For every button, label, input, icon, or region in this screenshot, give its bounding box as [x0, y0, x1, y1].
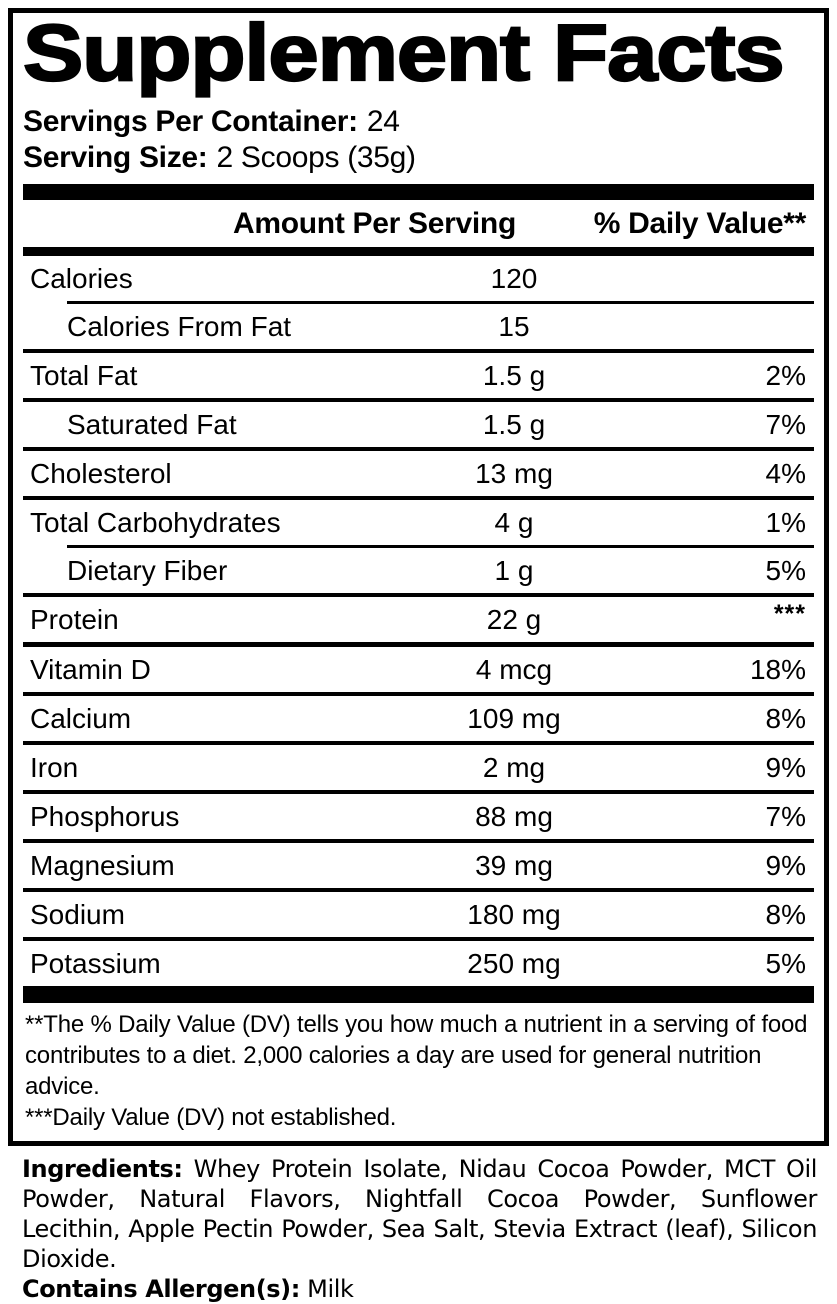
- nutrient-amount: 13 mg: [475, 457, 553, 489]
- serving-size: Serving Size: 2 Scoops (35g): [23, 140, 814, 176]
- ingredients-list: Whey Protein Isolate, Nidau Cocoa Powder…: [22, 1155, 817, 1274]
- nutrient-amount: 88 mg: [475, 800, 553, 832]
- nutrient-amount: 180 mg: [467, 898, 561, 930]
- nutrient-amount: 22 g: [486, 603, 542, 635]
- ingredients-section: Ingredients: Whey Protein Isolate, Nidau…: [22, 1154, 817, 1304]
- nutrient-row: Iron 2 mg 9%: [23, 745, 814, 790]
- nutrient-amount: 4 g: [494, 506, 534, 538]
- supplement-facts-panel: Supplement Facts Servings Per Container:…: [8, 8, 829, 1147]
- nutrient-amount: 250 mg: [467, 947, 561, 979]
- row-separator: [23, 888, 814, 893]
- nutrient-amount: 1.5 g: [482, 408, 546, 440]
- allergen-label: Contains Allergen(s):: [22, 1275, 300, 1304]
- nutrient-amount: 15: [498, 310, 530, 342]
- daily-value-footnote: **The % Daily Value (DV) tells you how m…: [25, 1011, 808, 1101]
- dv-not-established-footnote: ***Daily Value (DV) not established.: [25, 1104, 397, 1132]
- nutrient-row: Phosphorus 88 mg 7%: [23, 794, 814, 839]
- nutrient-row: Dietary Fiber 1 g 5%: [23, 548, 814, 593]
- nutrient-name: Total Fat: [30, 359, 138, 391]
- nutrient-row: Saturated Fat 1.5 g 7%: [23, 402, 814, 447]
- nutrient-daily-value: ***: [773, 600, 806, 629]
- servings-per-container: Servings Per Container: 24: [23, 104, 814, 140]
- nutrient-row: Vitamin D 4 mcg 18%: [23, 647, 814, 692]
- nutrient-name: Dietary Fiber: [67, 554, 228, 586]
- nutrient-row: Total Fat 1.5 g 2%: [23, 353, 814, 398]
- row-separator: [67, 545, 814, 549]
- row-separator: [23, 741, 814, 746]
- nutrient-amount: 2 mg: [482, 751, 546, 783]
- panel-title: Supplement Facts: [22, 8, 786, 97]
- header-underline: [23, 247, 814, 257]
- row-separator: [23, 937, 814, 942]
- row-separator: [23, 692, 814, 697]
- nutrient-daily-value: 5%: [765, 947, 806, 979]
- nutrient-amount: 39 mg: [475, 849, 553, 881]
- nutrient-row: Calcium 109 mg 8%: [23, 696, 814, 741]
- nutrient-row: Calories 120: [23, 256, 814, 301]
- nutrient-name: Calories From Fat: [67, 310, 292, 342]
- column-header-amount: Amount Per Serving: [233, 206, 516, 240]
- row-separator: [23, 642, 814, 648]
- nutrient-name: Total Carbohydrates: [30, 506, 281, 538]
- footnotes: **The % Daily Value (DV) tells you how m…: [23, 1003, 814, 1141]
- nutrient-name: Cholesterol: [30, 457, 172, 489]
- ingredients-label: Ingredients:: [22, 1155, 183, 1184]
- nutrient-amount: 4 mcg: [475, 653, 553, 685]
- table-header-row: Amount Per Serving % Daily Value**: [23, 200, 814, 247]
- column-header-daily-value: % Daily Value**: [593, 206, 807, 240]
- nutrient-row: Total Carbohydrates 4 g 1%: [23, 500, 814, 545]
- nutrient-daily-value: 4%: [765, 457, 806, 489]
- nutrient-table: Calories 120 Calories From Fat 15 Total …: [23, 256, 814, 986]
- nutrient-row: Cholesterol 13 mg 4%: [23, 451, 814, 496]
- nutrient-daily-value: 7%: [765, 800, 806, 832]
- ingredients-paragraph: Ingredients: Whey Protein Isolate, Nidau…: [22, 1154, 817, 1274]
- nutrient-name: Magnesium: [30, 849, 175, 881]
- nutrient-daily-value: 8%: [765, 702, 806, 734]
- nutrient-name: Saturated Fat: [67, 408, 237, 440]
- nutrient-name: Iron: [30, 751, 79, 783]
- servings-per-container-label: Servings Per Container:: [23, 105, 358, 139]
- nutrient-amount: 120: [490, 262, 538, 294]
- row-separator: [23, 496, 814, 501]
- nutrient-name: Sodium: [30, 898, 125, 930]
- serving-size-value: 2 Scoops (35g): [216, 141, 417, 175]
- nutrient-name: Potassium: [30, 947, 161, 979]
- nutrient-name: Calcium: [30, 702, 132, 734]
- nutrient-row: Sodium 180 mg 8%: [23, 892, 814, 937]
- allergen-paragraph: Contains Allergen(s): Milk: [22, 1274, 817, 1304]
- nutrient-daily-value: 2%: [765, 359, 806, 391]
- divider-bar-bottom: [23, 986, 814, 1004]
- row-separator: [23, 447, 814, 452]
- nutrient-amount: 1 g: [494, 554, 534, 586]
- nutrient-name: Phosphorus: [30, 800, 180, 832]
- nutrient-daily-value: 9%: [765, 751, 806, 783]
- nutrient-row: Magnesium 39 mg 9%: [23, 843, 814, 888]
- servings-per-container-value: 24: [366, 105, 400, 139]
- nutrient-daily-value: 7%: [765, 408, 806, 440]
- nutrient-name: Calories: [30, 262, 133, 294]
- allergen-value: Milk: [307, 1275, 354, 1304]
- divider-bar-top: [23, 184, 814, 201]
- row-separator: [23, 790, 814, 795]
- nutrient-row: Potassium 250 mg 5%: [23, 941, 814, 986]
- nutrient-row: Calories From Fat 15: [23, 304, 814, 349]
- serving-size-label: Serving Size:: [23, 141, 208, 175]
- row-separator: [23, 398, 814, 403]
- row-separator: [23, 593, 814, 598]
- nutrient-row: Protein 22 g ***: [23, 597, 814, 642]
- nutrient-amount: 1.5 g: [482, 359, 546, 391]
- nutrient-name: Vitamin D: [30, 653, 151, 685]
- row-separator: [67, 301, 814, 305]
- nutrient-daily-value: 18%: [749, 653, 806, 685]
- nutrient-daily-value: 9%: [765, 849, 806, 881]
- nutrient-name: Protein: [30, 603, 119, 635]
- nutrient-daily-value: 1%: [765, 506, 806, 538]
- row-separator: [23, 349, 814, 354]
- nutrient-daily-value: 8%: [765, 898, 806, 930]
- row-separator: [23, 839, 814, 844]
- nutrient-daily-value: 5%: [765, 554, 806, 586]
- nutrient-amount: 109 mg: [467, 702, 561, 734]
